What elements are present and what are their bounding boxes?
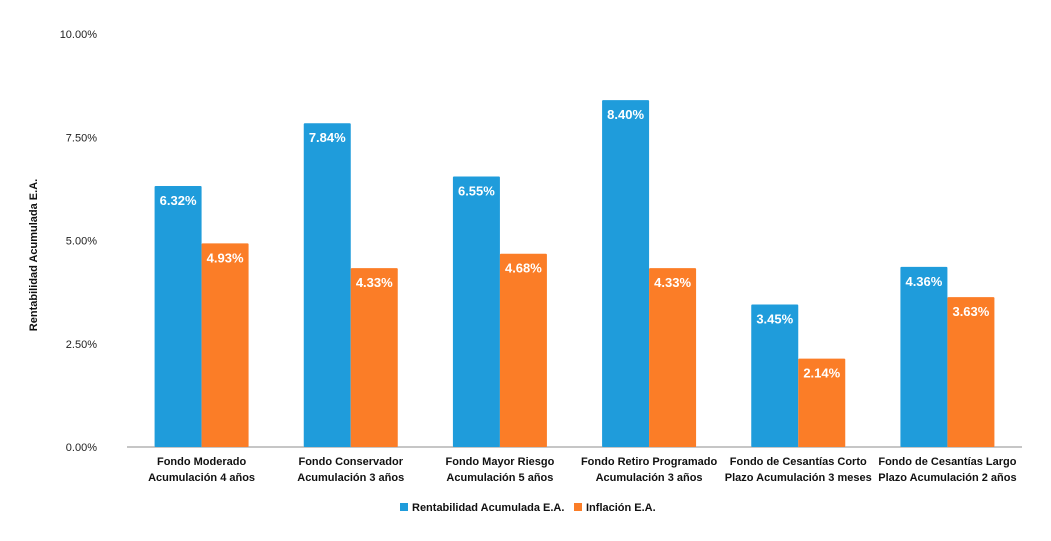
bar-inflacion — [350, 268, 398, 447]
y-axis-title: Rentabilidad Acumulada E.A. — [28, 179, 40, 331]
data-label: 6.32% — [160, 193, 197, 208]
x-tick-label: Plazo Acumulación 2 años — [878, 472, 1016, 484]
y-tick-label: 7.50% — [66, 132, 97, 144]
y-axis-label: Rentabilidad Acumulada E.A. — [28, 179, 40, 331]
data-label: 4.36% — [905, 274, 942, 289]
data-label: 4.93% — [207, 250, 244, 265]
bar-inflacion — [947, 297, 995, 447]
data-label: 3.63% — [952, 304, 989, 319]
x-tick-label: Fondo Retiro Programado — [581, 456, 718, 468]
data-label: 6.55% — [458, 183, 495, 198]
bar-rentabilidad — [154, 185, 202, 447]
data-label: 4.68% — [505, 261, 542, 276]
x-tick-label: Acumulación 3 años — [297, 472, 404, 484]
y-tick-label: 5.00% — [66, 236, 97, 248]
data-label: 3.45% — [756, 312, 793, 327]
x-axis-ticks: Fondo Moderado Acumulación 4 años Fondo Co… — [148, 456, 1017, 484]
data-label: 8.40% — [607, 107, 644, 122]
legend-label: Rentabilidad Acumulada E.A. — [412, 502, 564, 514]
y-tick-label: 0.00% — [66, 442, 97, 454]
x-tick-label: Acumulación 4 años — [148, 472, 255, 484]
bar-rentabilidad — [751, 304, 799, 447]
x-tick-label: Plazo Acumulación 3 meses — [725, 472, 872, 484]
data-label: 4.33% — [356, 275, 393, 290]
x-tick-label: Fondo Conservador — [298, 456, 403, 468]
legend-label: Inflación E.A. — [586, 502, 656, 514]
bar-rentabilidad — [303, 123, 351, 447]
x-tick-label: Fondo de Cesantías Corto — [730, 456, 867, 468]
bar-inflacion — [499, 253, 547, 447]
legend: Rentabilidad Acumulada E.A. Inflación E.A… — [400, 502, 656, 514]
data-label: 4.33% — [654, 275, 691, 290]
legend-swatch — [574, 503, 582, 511]
x-tick-label: Fondo Mayor Riesgo — [446, 456, 555, 468]
bar-rentabilidad — [452, 176, 500, 448]
y-tick-label: 2.50% — [66, 339, 97, 351]
bar-rentabilidad — [602, 100, 650, 447]
x-tick-label: Fondo Moderado — [157, 456, 246, 468]
y-tick-label: 10.00% — [60, 29, 98, 41]
y-axis-ticks: 0.00% 2.50% 5.00% 7.50% 10.00% — [60, 29, 98, 454]
bar-inflacion — [649, 268, 697, 447]
bars: 6.32% 7.84% 6.55% 8.40% 3.45% 4.36% 4.93% 4.33%… — [154, 100, 995, 448]
x-tick-label: Fondo de Cesantías Largo — [878, 456, 1016, 468]
bar-inflacion — [798, 358, 846, 447]
data-label: 7.84% — [309, 130, 346, 145]
legend-swatch — [400, 503, 408, 511]
x-tick-label: Acumulación 5 años — [446, 472, 553, 484]
bar-rentabilidad — [900, 266, 948, 447]
bar-inflacion — [201, 243, 249, 447]
data-label: 2.14% — [803, 366, 840, 381]
x-tick-label: Acumulación 3 años — [596, 472, 703, 484]
